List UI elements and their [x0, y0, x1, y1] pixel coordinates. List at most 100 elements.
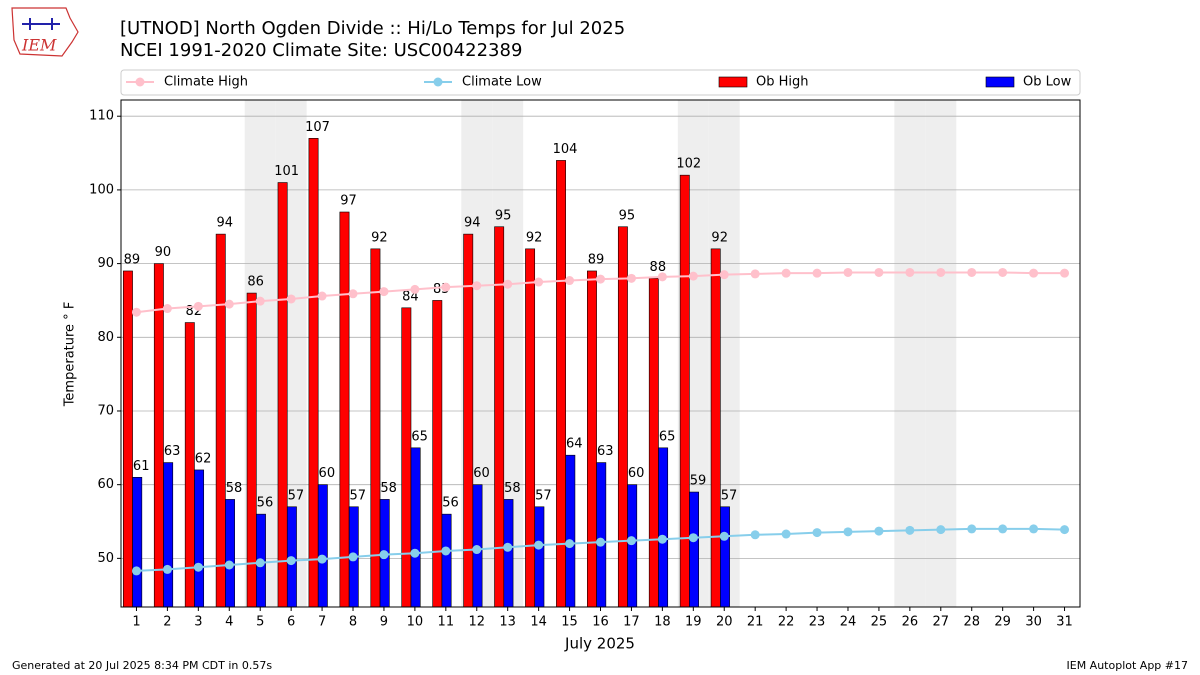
bar-value-label: 102 — [676, 157, 701, 172]
line-marker — [998, 524, 1008, 534]
bar-value-label: 86 — [247, 275, 264, 290]
line-marker — [843, 527, 853, 537]
line-marker — [1060, 268, 1070, 278]
x-tick-label: 15 — [561, 615, 578, 630]
y-axis-label: Temperature ° F — [63, 302, 78, 408]
legend-label: Ob Low — [1023, 75, 1072, 90]
line-marker — [750, 269, 760, 279]
line-marker — [131, 566, 141, 576]
bar — [132, 477, 143, 608]
x-tick-label: 18 — [654, 615, 671, 630]
weekend-shade — [925, 100, 957, 607]
bar-value-label: 57 — [288, 488, 305, 503]
line-marker — [286, 294, 296, 304]
line-marker — [472, 545, 482, 555]
line-marker — [1029, 524, 1039, 534]
bar — [277, 182, 288, 608]
bar — [534, 506, 545, 608]
bar-value-label: 92 — [711, 230, 728, 245]
bar-value-label: 56 — [442, 496, 459, 511]
bar-value-label: 60 — [473, 466, 490, 481]
bar-value-label: 101 — [274, 164, 299, 179]
line-marker — [874, 526, 884, 536]
bar — [596, 462, 607, 608]
line-marker — [781, 268, 791, 278]
x-tick-label: 31 — [1056, 615, 1073, 630]
bar-value-label: 92 — [371, 230, 388, 245]
line-marker — [626, 536, 636, 546]
line-marker — [162, 564, 172, 574]
x-tick-label: 13 — [499, 615, 516, 630]
x-tick-label: 7 — [318, 615, 326, 630]
logo: IEM — [11, 7, 79, 57]
line-marker — [131, 307, 141, 317]
bar — [215, 233, 226, 608]
line-marker — [503, 279, 513, 289]
line-marker — [936, 267, 946, 277]
legend — [120, 69, 1081, 96]
line-marker — [905, 525, 915, 535]
bar — [401, 307, 412, 608]
x-tick-label: 20 — [716, 615, 733, 630]
y-tick-label: 100 — [89, 182, 114, 197]
bar — [587, 270, 597, 608]
bar-value-label: 97 — [340, 194, 357, 209]
line-marker — [255, 558, 265, 568]
bar-value-label: 65 — [411, 429, 428, 444]
bar-value-label: 56 — [257, 496, 274, 511]
line-marker — [998, 267, 1008, 277]
line-marker — [348, 552, 358, 562]
bar-value-label: 57 — [535, 488, 552, 503]
bar-value-label: 92 — [526, 230, 543, 245]
bar-value-label: 60 — [319, 466, 336, 481]
bar-value-label: 65 — [659, 429, 676, 444]
bar-value-label: 95 — [619, 208, 636, 223]
x-tick-label: 11 — [438, 615, 455, 630]
bar — [163, 462, 174, 608]
line-marker — [410, 548, 420, 558]
x-tick-label: 29 — [994, 615, 1011, 630]
bar — [194, 469, 205, 608]
bar — [410, 447, 421, 608]
line-marker — [688, 533, 698, 543]
bar — [556, 160, 566, 608]
legend-label: Climate High — [164, 75, 248, 90]
x-tick-label: 16 — [592, 615, 609, 630]
x-tick-label: 14 — [530, 615, 547, 630]
bar-value-label: 62 — [195, 451, 212, 466]
line-marker — [224, 299, 234, 309]
bar-value-label: 57 — [349, 488, 366, 503]
line-marker — [781, 529, 791, 539]
bar — [317, 484, 328, 608]
x-tick-label: 21 — [747, 615, 764, 630]
line-marker — [472, 281, 482, 291]
line-marker — [657, 272, 667, 282]
line-marker — [967, 267, 977, 277]
bar — [525, 248, 536, 608]
bar — [617, 226, 628, 608]
legend-marker — [135, 77, 145, 87]
line-marker — [1060, 525, 1070, 535]
x-tick-label: 25 — [871, 615, 888, 630]
x-axis-label: July 2025 — [564, 635, 635, 653]
weekend-shade — [894, 100, 926, 607]
line-marker — [688, 271, 698, 281]
x-tick-label: 24 — [840, 615, 857, 630]
x-tick-label: 3 — [194, 615, 202, 630]
bar — [153, 263, 164, 608]
footer-left: Generated at 20 Jul 2025 8:34 PM CDT in … — [12, 659, 272, 672]
chart-title: [UTNOD] North Ogden Divide :: Hi/Lo Temp… — [120, 18, 625, 39]
bar-value-label: 94 — [216, 216, 233, 231]
bar — [308, 138, 319, 608]
x-tick-label: 2 — [163, 615, 171, 630]
line-marker — [905, 267, 915, 277]
bar — [679, 174, 690, 608]
bar-value-label: 63 — [164, 444, 181, 459]
bar — [648, 278, 659, 608]
bar — [627, 484, 638, 608]
line-marker — [1029, 268, 1039, 278]
x-tick-label: 12 — [468, 615, 485, 630]
line-marker — [750, 530, 760, 540]
bar-value-label: 90 — [155, 245, 172, 260]
bar-value-label: 60 — [628, 466, 645, 481]
